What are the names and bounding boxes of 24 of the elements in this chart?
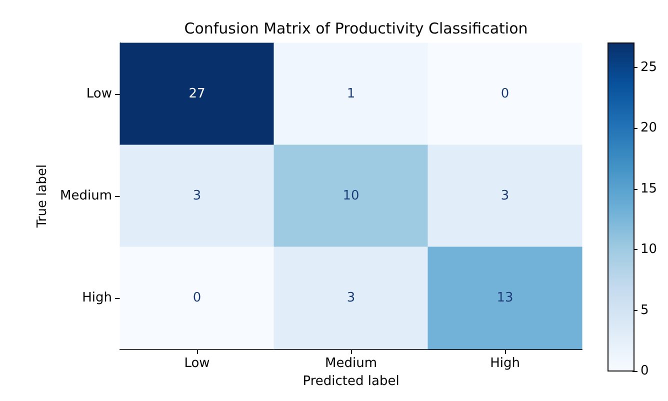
color-bar-label: 15 xyxy=(640,181,658,196)
data-label: 1 xyxy=(346,86,356,102)
x-tick-label: Low xyxy=(184,356,210,371)
y-tick-label: Low xyxy=(86,86,112,102)
data-label: 3 xyxy=(346,290,356,306)
x-tick-label: Medium xyxy=(325,356,377,371)
data-label: 3 xyxy=(500,188,510,204)
data-label: 0 xyxy=(500,86,510,102)
data-label: 13 xyxy=(496,290,514,306)
x-tick-label: High xyxy=(490,356,520,371)
data-label: 0 xyxy=(192,290,202,306)
y-tick-label: High xyxy=(82,290,112,306)
color-bar-label: 5 xyxy=(640,302,649,318)
color-bar-label: 10 xyxy=(640,242,658,258)
data-label: 10 xyxy=(342,188,360,204)
color-bar-label: 25 xyxy=(640,60,658,75)
color-bar-label: 0 xyxy=(640,364,649,378)
y-tick-label: Medium xyxy=(60,188,112,204)
y-axis-title: True label xyxy=(35,164,50,229)
chart-title: Confusion Matrix of Productivity Classification xyxy=(184,20,528,38)
color-bar-label: 20 xyxy=(640,120,658,136)
x-axis-title: Predicted label xyxy=(302,374,400,389)
data-label: 27 xyxy=(188,86,206,102)
data-label: 3 xyxy=(192,188,202,204)
